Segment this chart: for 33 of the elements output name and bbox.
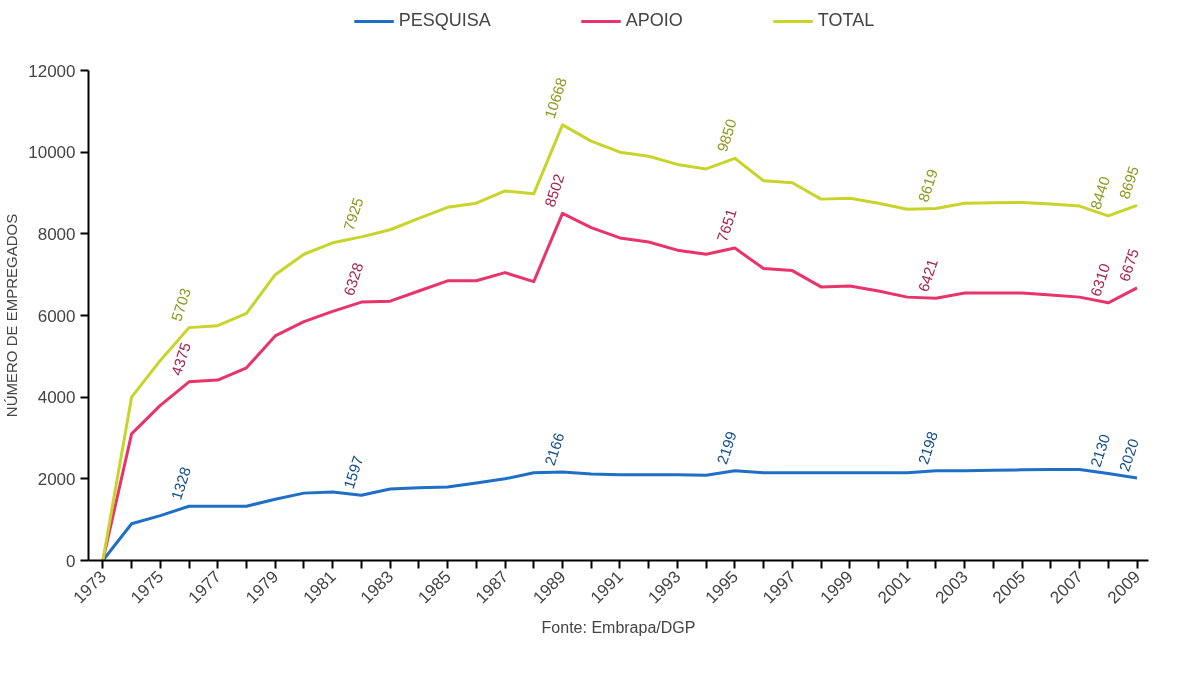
data-label: 8440 bbox=[1086, 174, 1114, 212]
legend-label: PESQUISA bbox=[398, 10, 491, 31]
data-label: 5703 bbox=[167, 286, 194, 324]
data-label: 6310 bbox=[1086, 261, 1114, 299]
y-tick-label: 6000 bbox=[37, 306, 76, 326]
data-label: 10668 bbox=[540, 75, 570, 121]
y-tick-label: 10000 bbox=[28, 143, 76, 163]
data-label: 1328 bbox=[167, 464, 194, 502]
data-label: 2166 bbox=[540, 430, 568, 468]
data-label: 1597 bbox=[339, 453, 367, 491]
data-label: 8619 bbox=[914, 167, 941, 205]
data-label: 8695 bbox=[1115, 163, 1142, 201]
data-label: 2130 bbox=[1086, 432, 1114, 469]
y-tick-label: 8000 bbox=[37, 224, 76, 244]
data-label: 6328 bbox=[339, 260, 367, 298]
y-tick-label: 12000 bbox=[28, 61, 76, 81]
y-tick-label: 4000 bbox=[37, 388, 76, 408]
data-label: 7651 bbox=[713, 206, 740, 244]
y-tick-label: 0 bbox=[66, 551, 76, 571]
legend-label: TOTAL bbox=[817, 10, 875, 31]
data-label: 7925 bbox=[339, 195, 367, 233]
data-label: 9850 bbox=[713, 116, 740, 154]
data-label: 2020 bbox=[1115, 436, 1142, 474]
data-label: 6675 bbox=[1115, 246, 1142, 284]
data-label: 2198 bbox=[914, 429, 941, 467]
y-tick-label: 2000 bbox=[37, 469, 76, 489]
data-label: 6421 bbox=[914, 256, 941, 294]
data-label: 8502 bbox=[540, 171, 568, 209]
data-label: 4375 bbox=[167, 340, 194, 378]
data-label: 2199 bbox=[713, 429, 740, 467]
legend-label: APOIO bbox=[625, 10, 683, 31]
source-note: Fonte: Embrapa/DGP bbox=[541, 618, 696, 636]
y-axis-title: NÚMERO DE EMPREGADOS bbox=[3, 213, 21, 418]
